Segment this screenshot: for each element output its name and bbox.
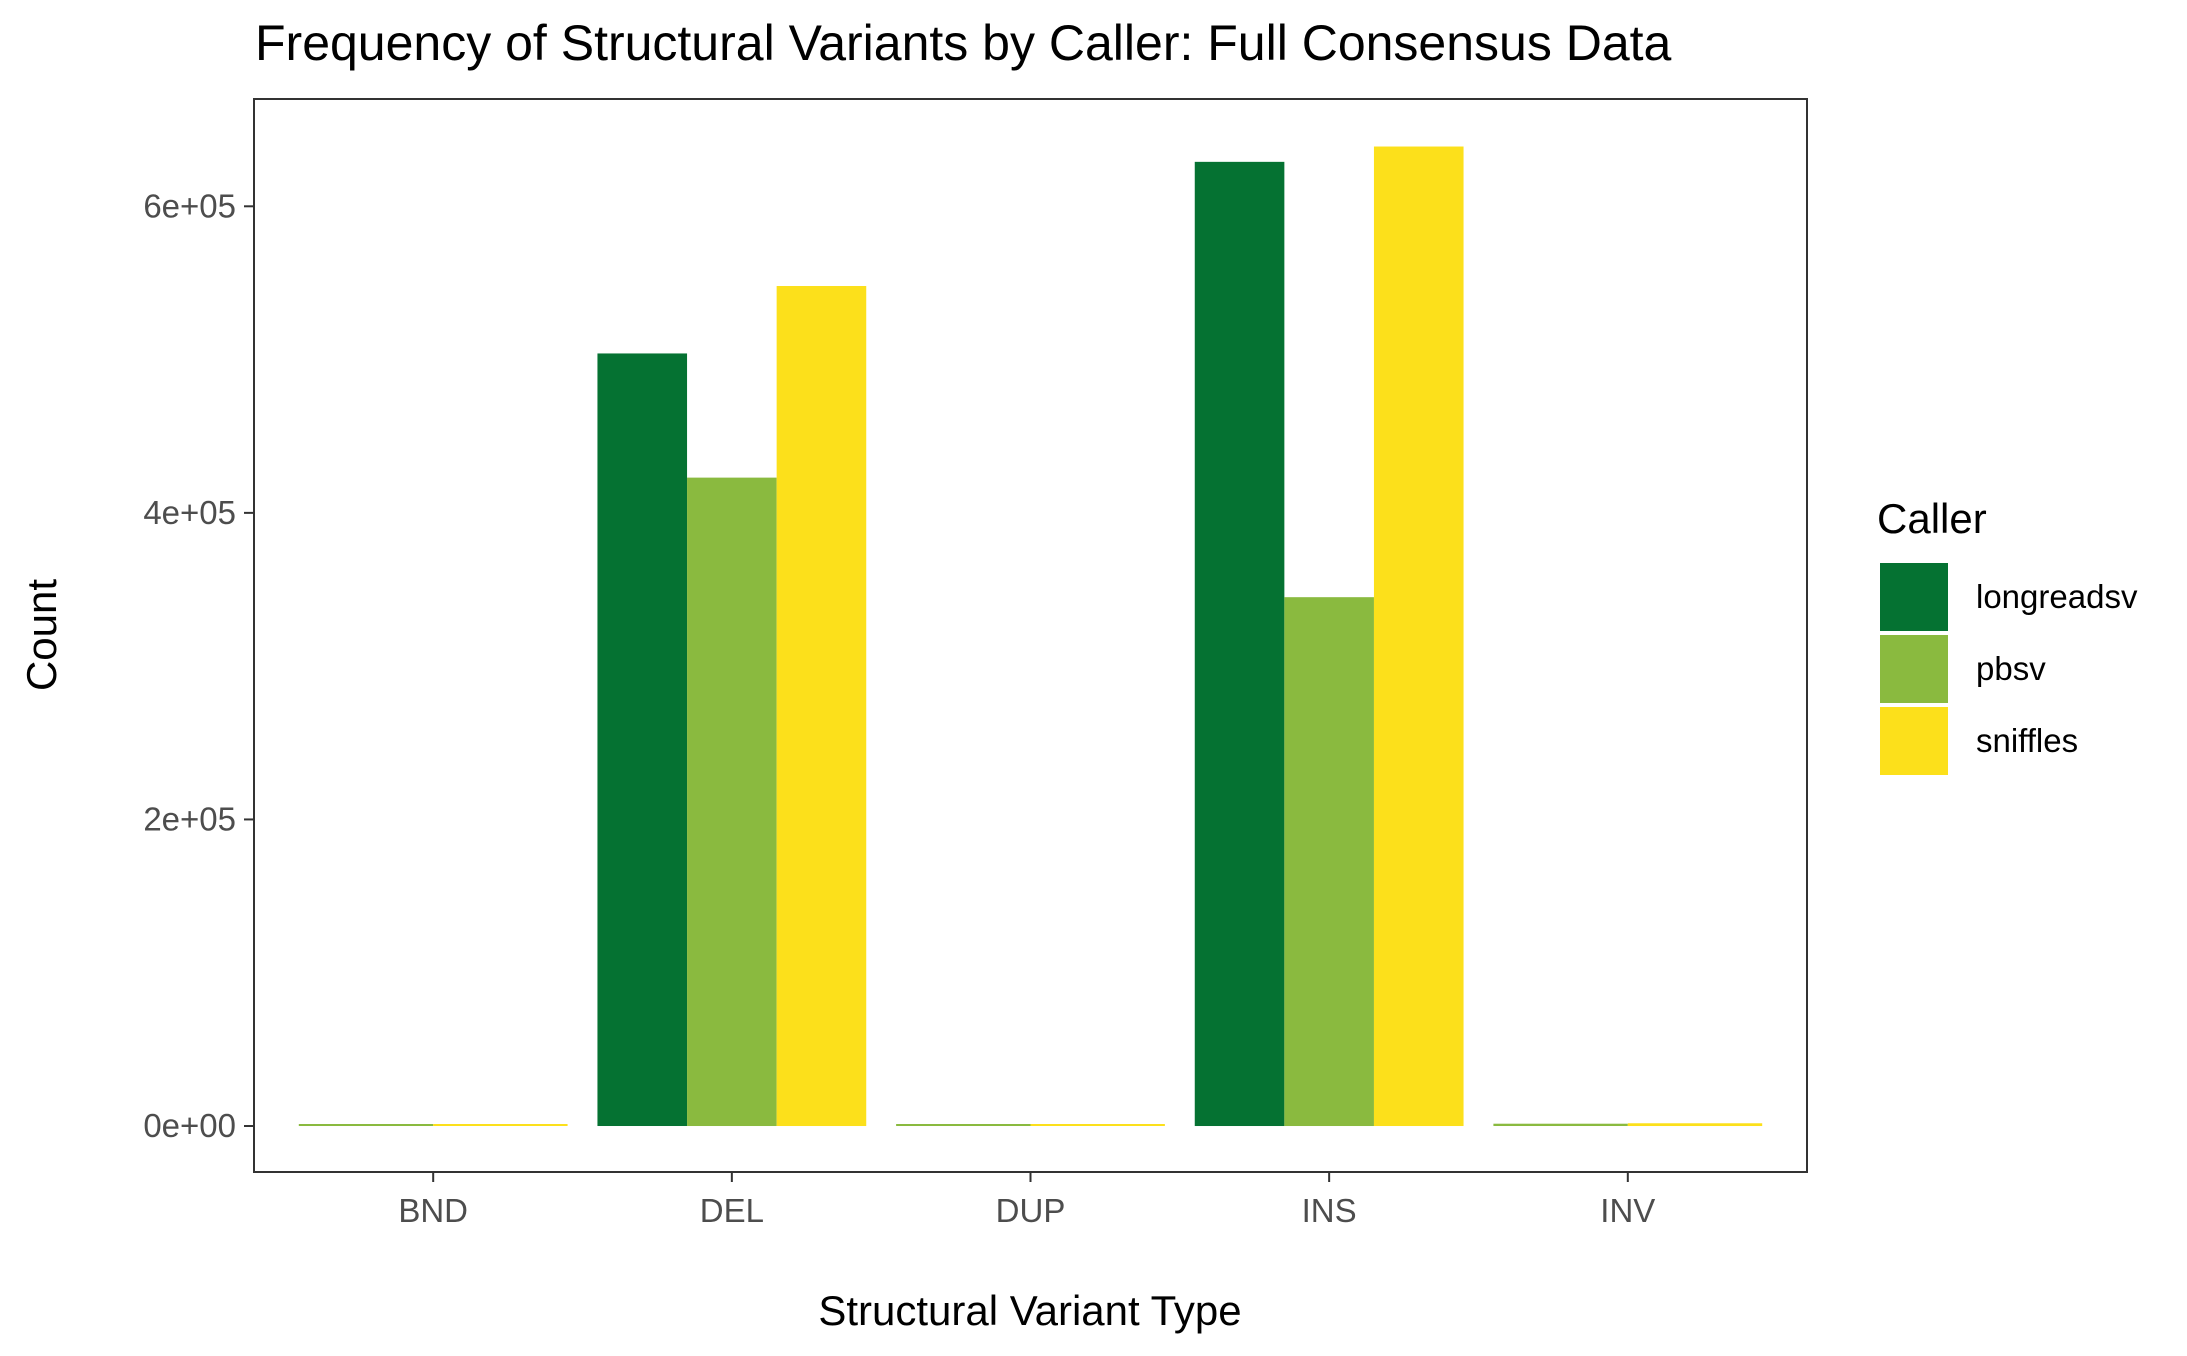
legend-title: Caller (1877, 495, 1987, 542)
y-tick-label: 0e+00 (143, 1107, 236, 1144)
x-tick-label: DUP (996, 1192, 1066, 1229)
y-axis: 0e+00 2e+05 4e+05 6e+05 (143, 187, 254, 1144)
x-tick-label: BND (398, 1192, 468, 1229)
legend: Caller longreadsv pbsv sniffles (1877, 495, 2138, 775)
bar-ins-longreadsv (1194, 161, 1285, 1127)
bar-dup-sniffles (1030, 1124, 1165, 1127)
x-tick-label: INS (1302, 1192, 1357, 1229)
bar-bnd-sniffles (433, 1124, 568, 1127)
y-tick-label: 2e+05 (143, 800, 236, 837)
bar-del-longreadsv (597, 353, 688, 1127)
legend-label-sniffles: sniffles (1976, 722, 2078, 759)
x-axis: BND DEL DUP INS INV (398, 1172, 1655, 1229)
plot-panel (253, 98, 1808, 1173)
bar-ins-sniffles (1373, 146, 1464, 1127)
y-tick-label: 4e+05 (143, 494, 236, 531)
legend-key-sniffles (1880, 707, 1948, 775)
y-tick-label: 6e+05 (143, 187, 236, 224)
legend-label-pbsv: pbsv (1976, 650, 2046, 687)
legend-key-longreadsv (1880, 563, 1948, 631)
x-axis-title: Structural Variant Type (818, 1287, 1241, 1334)
x-tick-label: INV (1600, 1192, 1655, 1229)
chart-title: Frequency of Structural Variants by Call… (255, 15, 1672, 71)
bar-del-pbsv (687, 477, 777, 1127)
legend-key-pbsv (1880, 635, 1948, 703)
bar-ins-pbsv (1284, 597, 1374, 1127)
bar-bnd-pbsv (298, 1124, 434, 1127)
bar-dup-pbsv (896, 1124, 1031, 1127)
x-tick-label: DEL (700, 1192, 764, 1229)
legend-label-longreadsv: longreadsv (1976, 578, 2138, 615)
bar-inv-sniffles (1627, 1123, 1763, 1127)
bar-inv-pbsv (1493, 1123, 1628, 1127)
bar-del-sniffles (776, 286, 867, 1127)
bars-layer (298, 146, 1763, 1127)
y-axis-title: Count (18, 579, 65, 691)
